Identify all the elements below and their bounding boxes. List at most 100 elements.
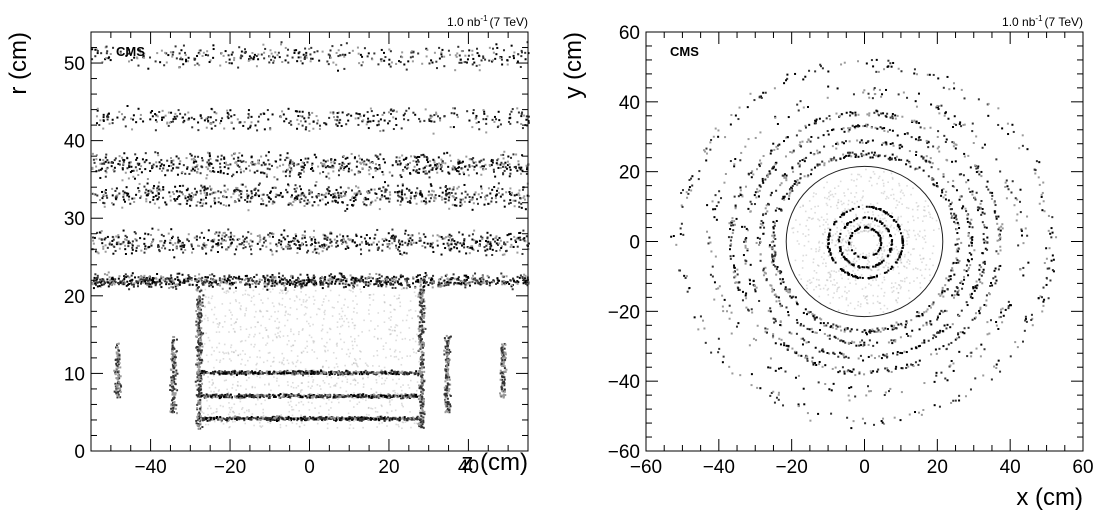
- hit-point: [319, 283, 322, 286]
- hit-point: [239, 353, 242, 356]
- hit-point: [101, 162, 104, 165]
- hit-point: [383, 417, 386, 420]
- hit-point: [405, 187, 408, 190]
- hit-point: [502, 173, 505, 176]
- hit-point: [227, 413, 230, 416]
- hit-point: [405, 319, 408, 322]
- hit-point: [227, 351, 230, 354]
- hit-point: [287, 184, 290, 187]
- hit-point: [250, 370, 253, 373]
- hit-point: [205, 396, 208, 399]
- hit-point: [440, 158, 443, 161]
- hit-point: [312, 371, 315, 374]
- hit-point: [196, 164, 199, 167]
- hit-point: [279, 278, 282, 281]
- hit-point: [234, 299, 237, 301]
- hit-point: [291, 276, 294, 279]
- hit-point: [402, 405, 404, 408]
- hit-point: [476, 281, 479, 284]
- hit-point: [480, 185, 483, 188]
- hit-point: [156, 280, 159, 283]
- hit-point: [219, 171, 222, 174]
- hit-point: [484, 168, 487, 171]
- hit-point: [305, 370, 308, 373]
- hit-point: [487, 242, 490, 245]
- hit-point: [401, 243, 404, 246]
- hit-point: [199, 189, 202, 192]
- hit-point: [296, 278, 299, 281]
- hit-point: [212, 395, 215, 398]
- hit-point: [305, 300, 307, 303]
- hit-point: [274, 395, 277, 398]
- hit-point: [143, 185, 146, 188]
- hit-point: [228, 282, 231, 285]
- hit-point: [510, 243, 513, 246]
- hit-point: [392, 370, 395, 373]
- hit-point: [362, 378, 364, 380]
- hit-point: [409, 379, 412, 382]
- hit-point: [300, 415, 302, 418]
- hit-point: [302, 282, 305, 285]
- hit-point: [151, 227, 154, 230]
- hit-point: [369, 418, 372, 421]
- hit-point: [378, 396, 381, 399]
- hit-point: [473, 229, 476, 232]
- hit-point: [128, 195, 131, 198]
- hit-point: [209, 280, 212, 283]
- hit-point: [135, 193, 138, 196]
- hit-point: [322, 395, 325, 398]
- hit-point: [251, 395, 254, 398]
- hit-point: [300, 283, 303, 286]
- hit-point: [205, 279, 208, 282]
- hit-point: [314, 372, 317, 375]
- hit-point: [387, 243, 390, 246]
- hit-point: [233, 201, 236, 204]
- hit-point: [376, 371, 379, 374]
- hit-point: [418, 280, 421, 283]
- hit-point: [431, 281, 434, 284]
- hit-point: [205, 354, 208, 357]
- hit-point: [404, 279, 407, 282]
- hit-point: [452, 186, 455, 189]
- hit-point: [446, 188, 449, 191]
- hit-point: [230, 276, 233, 279]
- hit-point: [215, 393, 218, 396]
- hit-point: [450, 240, 453, 243]
- hit-point: [386, 280, 389, 283]
- hit-point: [338, 372, 341, 375]
- hit-point: [229, 425, 231, 428]
- hit-point: [223, 161, 226, 164]
- hit-point: [218, 373, 221, 376]
- hit-point: [143, 237, 146, 240]
- hit-point: [164, 239, 167, 242]
- hit-point: [226, 419, 229, 422]
- hit-point: [231, 421, 234, 423]
- hit-point: [266, 274, 269, 277]
- hit-point: [502, 163, 505, 166]
- hit-point: [95, 158, 98, 161]
- hit-point: [312, 341, 315, 344]
- hit-point: [420, 200, 423, 203]
- hit-point: [308, 189, 311, 192]
- hit-point: [104, 250, 107, 253]
- hit-point: [365, 277, 368, 280]
- hit-point: [508, 190, 511, 193]
- hit-point: [234, 286, 237, 289]
- hit-point: [253, 295, 255, 298]
- hit-point: [425, 172, 428, 175]
- hit-point: [461, 244, 464, 247]
- hit-point: [341, 310, 344, 313]
- hit-point: [299, 389, 302, 392]
- hit-point: [288, 244, 291, 247]
- hit-point: [392, 390, 394, 392]
- hit-point: [398, 242, 401, 245]
- hit-point: [363, 371, 366, 374]
- hit-point: [177, 241, 180, 244]
- hit-point: [128, 288, 131, 291]
- hit-point: [242, 394, 245, 397]
- hit-point: [210, 187, 213, 190]
- hit-point: [325, 192, 328, 195]
- hit-point: [243, 417, 246, 420]
- hit-point: [229, 411, 231, 414]
- hit-point: [380, 283, 383, 286]
